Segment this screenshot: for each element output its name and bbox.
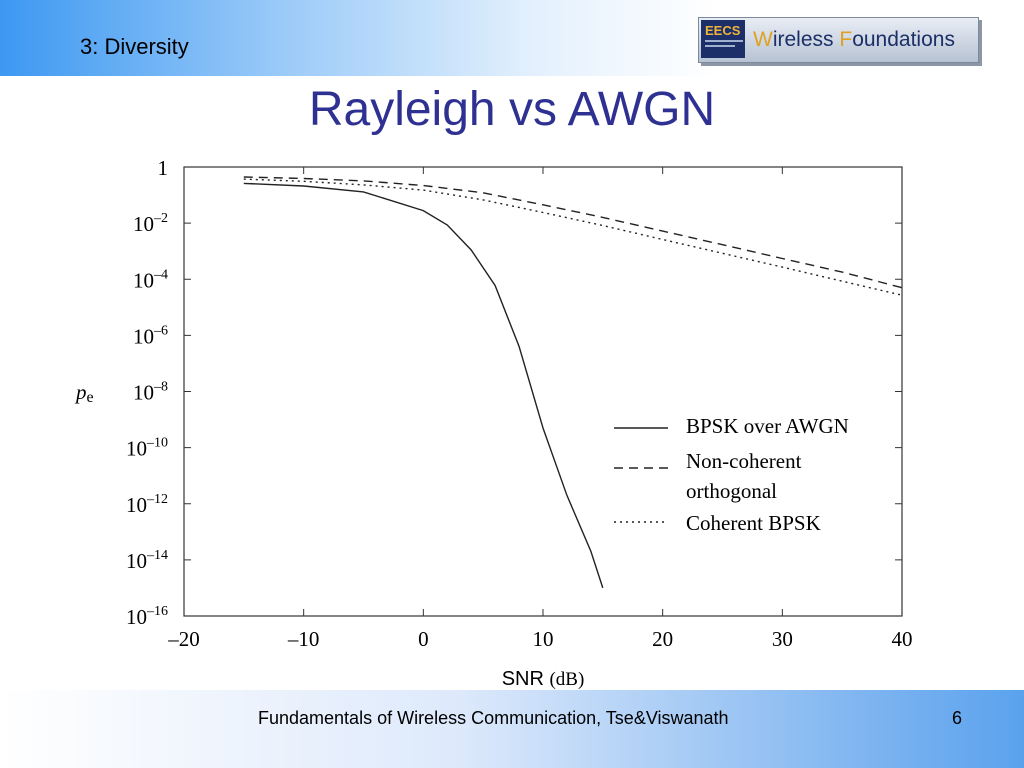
section-title: 3: Diversity — [80, 34, 189, 59]
y-tick-label: 10–10 — [126, 436, 168, 461]
x-tick-label: –20 — [167, 627, 200, 651]
footer-citation: Fundamentals of Wireless Communication, … — [258, 708, 729, 728]
plot-frame — [183, 166, 903, 617]
series-line-dotted — [243, 178, 903, 296]
x-tick-label: –10 — [287, 627, 320, 651]
y-tick-label: 10–6 — [133, 323, 168, 348]
y-tick-label: 10–2 — [133, 211, 168, 236]
wireless-foundations-logo: EECS Wireless Foundations — [698, 17, 979, 63]
x-tick-label: 10 — [533, 627, 554, 651]
x-tick-label: 30 — [772, 627, 793, 651]
x-tick-label: 20 — [652, 627, 673, 651]
y-axis-label: pe — [74, 380, 94, 406]
y-tick-label: 10–8 — [133, 380, 168, 405]
x-tick-label: 0 — [418, 627, 429, 651]
y-tick-label: 10–16 — [126, 604, 168, 629]
legend-label: Non-coherent — [686, 449, 802, 473]
header-band: 3: Diversity EECS Wireless Foundations — [0, 0, 1024, 76]
legend-label: BPSK over AWGN — [686, 414, 849, 438]
badge-line — [705, 45, 735, 47]
eecs-badge-text: EECS — [705, 23, 741, 38]
y-tick-label: 1 — [158, 156, 169, 180]
slide-title: Rayleigh vs AWGN — [308, 83, 716, 136]
footer-band: Fundamentals of Wireless Communication, … — [0, 690, 1024, 768]
x-axis-label: SNR (dB) — [502, 668, 585, 690]
y-tick-label: 10–14 — [126, 548, 168, 573]
badge-line — [705, 40, 743, 42]
y-tick-label: 10–12 — [126, 492, 168, 517]
eecs-badge: EECS — [701, 20, 745, 58]
y-tick-label: 10–4 — [133, 267, 168, 292]
legend-label: orthogonal — [686, 479, 777, 503]
series-line-dashed — [243, 176, 903, 289]
error-probability-chart: –20 –10 0 10 20 30 40 1 10–2 10–4 10–6 10–8 10–10 10–… — [74, 156, 913, 690]
x-tick-label: 40 — [892, 627, 913, 651]
logo-wordmark: Wireless Foundations — [753, 28, 955, 51]
page-number: 6 — [952, 708, 963, 728]
legend-label: Coherent BPSK — [686, 511, 821, 535]
series-line-solid — [243, 182, 604, 589]
